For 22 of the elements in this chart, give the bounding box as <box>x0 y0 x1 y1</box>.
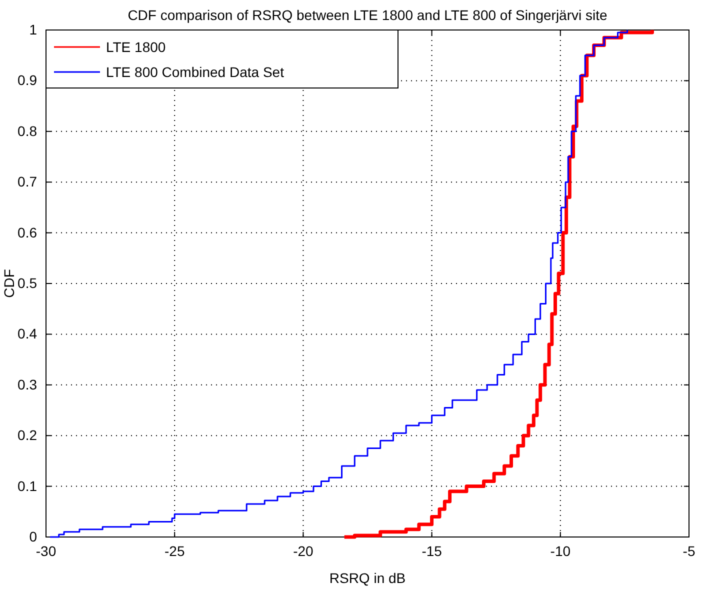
legend-label: LTE 1800 <box>106 39 166 55</box>
x-tick-label: -30 <box>36 542 56 559</box>
x-tick-label: -5 <box>682 542 696 559</box>
x-tick-label: -25 <box>164 542 185 559</box>
y-tick-label: 0.6 <box>18 224 38 240</box>
y-tick-label: 0.3 <box>18 376 38 392</box>
x-axis-title: RSRQ in dB <box>329 570 406 586</box>
y-tick-label: 0 <box>29 528 38 544</box>
y-tick-label: 0.1 <box>18 478 38 494</box>
chart-title: CDF comparison of RSRQ between LTE 1800 and LTE 800 of Singerjärvi site <box>128 7 608 23</box>
y-tick-label: 0.5 <box>18 274 38 291</box>
legend-label: LTE 800 Combined Data Set <box>106 64 284 80</box>
y-tick-label: 1 <box>29 21 38 38</box>
x-tick-label: -10 <box>550 542 571 559</box>
x-tick-label: -20 <box>293 542 314 559</box>
y-tick-label: 0.9 <box>18 72 38 88</box>
y-axis-title: CDF <box>1 269 17 298</box>
y-tick-label: 0.4 <box>18 326 38 342</box>
x-tick-label: -15 <box>422 542 442 559</box>
y-tick-label: 0.8 <box>18 122 38 139</box>
y-tick-label: 0.2 <box>18 427 38 444</box>
y-tick-label: 0.7 <box>18 174 38 190</box>
